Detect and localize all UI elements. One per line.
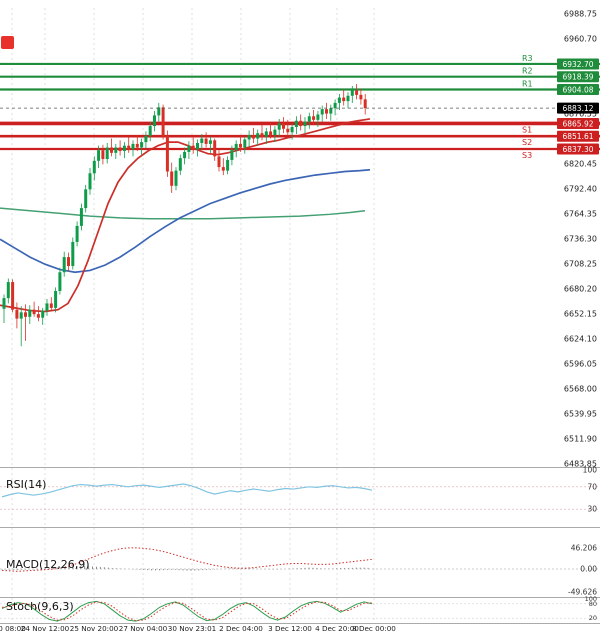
x-axis-label: 3 Dec 12:00 [268,624,312,633]
price-badge: 6837.30 [562,145,593,154]
pivot-label: S3 [522,151,532,160]
ma-mid-line [0,168,371,274]
stoch-axis-label: 80 [589,600,597,608]
price-badge: 6865.92 [562,119,593,128]
stoch-k-line [1,600,373,622]
price-badge: 6904.08 [562,85,593,94]
x-axis-label: 27 Nov 04:00 [119,624,168,633]
x-axis-label: 0 08:00 [0,624,26,633]
pivot-label: R1 [522,79,533,88]
price-tick-label: 6680.20 [564,285,597,294]
price-tick-label: 6568.00 [564,385,597,394]
price-tick-label: 6596.05 [564,360,597,369]
stoch-axis-label: 20 [589,614,597,622]
stoch-pane-label: Stoch(9,6,3) [6,600,74,613]
macd-axis-label: -49.626 [568,587,597,596]
candles [2,84,367,347]
price-badge: 6918.39 [562,73,593,82]
rsi-line [1,483,373,498]
price-badges: 6932.70 6918.39 6904.08 6865.92 6851.61 6837.… [557,58,599,155]
x-axis-label: 8 Dec 00:00 [352,624,396,633]
x-axis-label: 30 Nov 23:01 [168,624,216,633]
pivot-label: S2 [522,138,532,147]
price-tick-label: 6539.95 [564,410,597,419]
price-tick-label: 6988.75 [564,10,597,19]
pivot-label: R2 [522,67,533,76]
rsi-axis-label: 100 [583,466,598,475]
macd-axis-label: 0.00 [580,565,597,574]
price-badge: 6883.12 [562,104,593,113]
macd-axis-label: 46.206 [571,543,597,552]
pivot-label: S1 [522,125,532,134]
price-tick-label: 6652.15 [564,310,597,319]
rsi-pane-label: RSI(14) [6,478,47,491]
price-tick-label: 6511.90 [564,435,597,444]
price-badge: 6851.61 [562,132,593,141]
rsi-pane: 100 70 30 [0,466,600,514]
price-tick-label: 6820.45 [564,160,597,169]
macd-signal-line [1,547,373,572]
logo-icon [1,36,14,49]
rsi-axis-label: 30 [587,505,597,514]
ma-slow-line [0,207,366,220]
price-tick-label: 6792.40 [564,185,597,194]
macd-pane: 46.206 0.00 -49.626 [0,543,600,596]
x-axis-label: 4 Dec 20:00 [315,624,359,633]
x-axis-label: 2 Dec 04:00 [219,624,263,633]
price-tick-label: 6736.30 [564,235,597,244]
price-badge: 6932.70 [562,60,593,69]
rsi-axis-label: 70 [587,482,597,491]
x-axis-label: 24 Nov 12:00 [21,624,70,633]
price-tick-label: 6876.55 [564,110,597,119]
price-tick-label: 6764.35 [564,210,597,219]
price-tick-label: 6624.10 [564,335,597,344]
stoch-axis-label: 100 [585,595,597,603]
pane-separators [0,467,600,624]
macd-pane-label: MACD(12,26,9) [6,558,90,571]
x-axis-label: 25 Nov 20:00 [70,624,119,633]
price-tick-label: 6960.70 [564,35,597,44]
price-tick-label: 6483.85 [564,460,597,469]
price-tick-label: 6708.25 [564,260,597,269]
pivot-label: R3 [522,54,533,63]
